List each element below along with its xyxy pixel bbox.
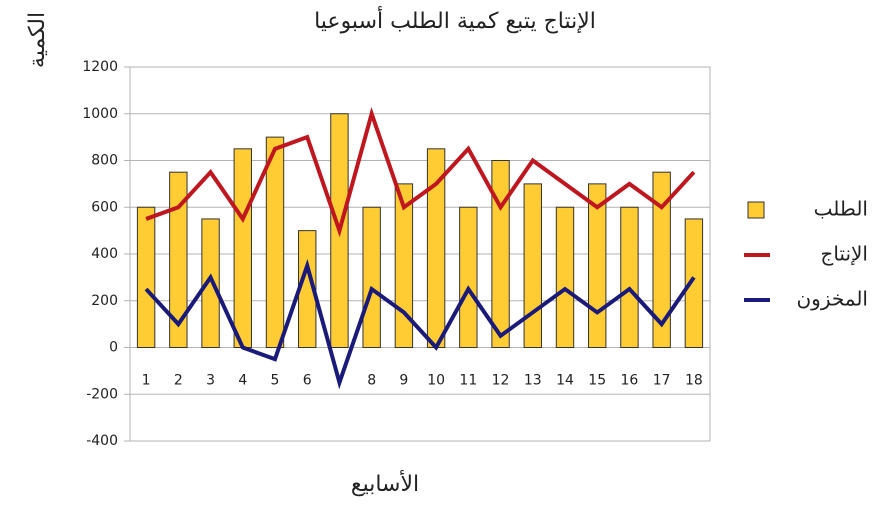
legend-label: المخزون bbox=[796, 287, 868, 311]
bar bbox=[201, 218, 220, 348]
bar bbox=[169, 171, 188, 348]
x-tick-label: 3 bbox=[206, 373, 215, 389]
bar bbox=[620, 206, 639, 348]
chart-title: الإنتاج يتبع كمية الطلب أسبوعيا bbox=[314, 6, 596, 34]
x-tick-label: 13 bbox=[524, 373, 542, 389]
x-tick-label: 18 bbox=[685, 373, 703, 389]
x-tick-label: 1 bbox=[142, 373, 151, 389]
y-tick-label: -200 bbox=[86, 386, 118, 402]
x-tick-label: 2 bbox=[174, 373, 183, 389]
x-tick-label: 15 bbox=[588, 373, 606, 389]
bar bbox=[233, 148, 252, 348]
x-tick-label: 9 bbox=[399, 373, 408, 389]
x-tick-label: 14 bbox=[556, 373, 574, 389]
y-tick-label: 400 bbox=[91, 246, 118, 262]
bar bbox=[394, 183, 414, 348]
x-tick-label: 10 bbox=[427, 373, 445, 389]
line bbox=[144, 258, 696, 390]
x-axis-label: الأسابيع bbox=[351, 470, 419, 497]
y-tick-label: 200 bbox=[91, 293, 118, 309]
y-tick-label: 800 bbox=[91, 153, 118, 169]
x-tick-label: 5 bbox=[271, 373, 280, 389]
bar bbox=[459, 206, 478, 348]
x-tick-label: 17 bbox=[653, 373, 671, 389]
bar bbox=[555, 206, 575, 348]
legend-label: الطلب bbox=[814, 197, 868, 221]
bar bbox=[362, 206, 381, 348]
bar bbox=[588, 183, 607, 348]
x-tick-label: 4 bbox=[238, 373, 247, 389]
x-tick-label: 6 bbox=[303, 373, 312, 389]
y-tick-label: 600 bbox=[91, 199, 118, 215]
bar bbox=[491, 160, 510, 348]
y-tick-label: 1000 bbox=[82, 106, 118, 122]
x-tick-label: 8 bbox=[367, 373, 376, 389]
bar bbox=[523, 183, 542, 348]
x-tick-label: 11 bbox=[459, 373, 477, 389]
plot-border bbox=[129, 66, 711, 442]
line bbox=[145, 106, 696, 238]
y-tick-label: 1200 bbox=[82, 59, 118, 75]
y-axis-label: الكمية bbox=[25, 12, 50, 68]
bar bbox=[684, 218, 704, 348]
y-tick-label: 0 bbox=[109, 340, 118, 356]
bar bbox=[136, 206, 156, 348]
x-tick-label: 16 bbox=[621, 373, 639, 389]
x-tick-label: 12 bbox=[492, 373, 510, 389]
bar bbox=[265, 136, 285, 348]
legend-marker bbox=[747, 201, 765, 219]
bar bbox=[652, 171, 671, 348]
y-tick-label: -400 bbox=[86, 433, 118, 449]
legend-label: الإنتاج bbox=[820, 242, 868, 266]
